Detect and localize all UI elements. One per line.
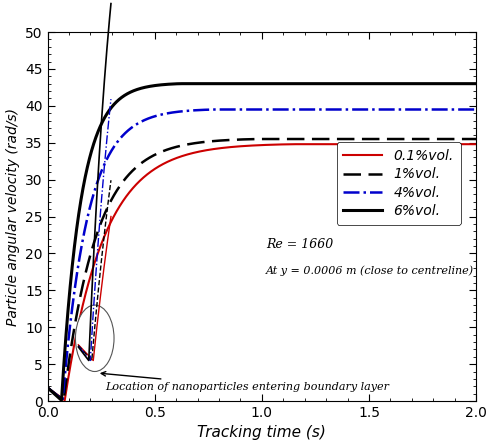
X-axis label: Tracking time (s): Tracking time (s): [198, 425, 326, 441]
Text: Location of nanoparticles entering boundary layer: Location of nanoparticles entering bound…: [101, 372, 390, 392]
Text: At y = 0.0006 m (close to centreline): At y = 0.0006 m (close to centreline): [266, 265, 474, 276]
Ellipse shape: [76, 305, 114, 372]
Legend: 0.1%vol., 1%vol., 4%vol., 6%vol.: 0.1%vol., 1%vol., 4%vol., 6%vol.: [336, 142, 460, 225]
Text: Re = 1660: Re = 1660: [266, 238, 334, 251]
Y-axis label: Particle angular velocity (rad/s): Particle angular velocity (rad/s): [6, 107, 20, 326]
